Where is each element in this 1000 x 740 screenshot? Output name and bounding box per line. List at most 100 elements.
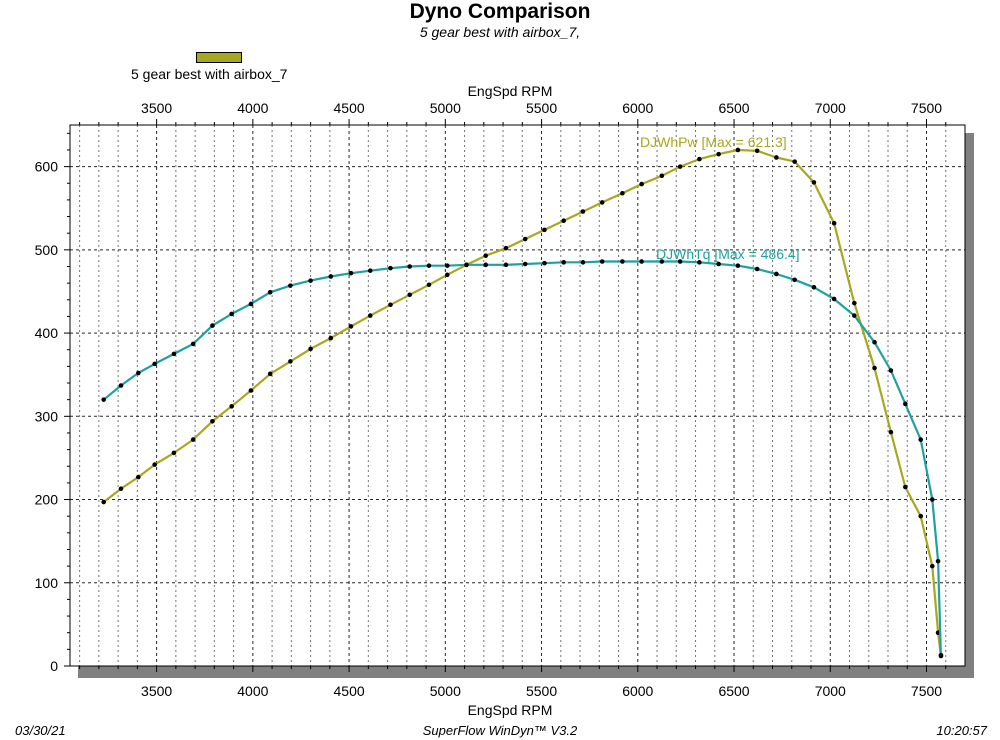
data-point-djwhpw [367, 313, 373, 318]
data-point-djwhtq [811, 285, 817, 290]
data-point-djwhtq [677, 259, 683, 264]
grid-lines [70, 125, 965, 666]
data-point-djwhpw [903, 484, 908, 490]
data-point-djwhpw [101, 499, 106, 505]
data-point-djwhpw [580, 209, 586, 214]
data-point-djwhpw [136, 474, 141, 480]
data-point-djwhpw [792, 159, 797, 164]
data-point-djwhtq [697, 260, 702, 265]
data-point-djwhpw [248, 388, 254, 393]
data-point-djwhtq [288, 283, 293, 288]
data-point-djwhpw [444, 272, 450, 278]
data-point-djwhpw [754, 148, 760, 154]
data-point-djwhtq [903, 401, 908, 407]
data-point-djwhpw [888, 429, 894, 435]
data-point-djwhtq [735, 263, 741, 268]
x-axis-bottom-label: EngSpd RPM [468, 702, 553, 718]
footer-software: SuperFlow WinDyn™ V3.2 [422, 723, 578, 738]
x-axis-top-label: EngSpd RPM [468, 83, 553, 99]
data-point-djwhpw [388, 302, 393, 308]
data-point-djwhtq [888, 368, 894, 373]
data-point-djwhpw [697, 156, 702, 162]
series-group [101, 147, 944, 659]
data-point-djwhtq [852, 313, 857, 318]
data-point-djwhtq [210, 323, 215, 328]
data-point-djwhpw [929, 563, 935, 569]
x-tick-label-bottom: 7000 [815, 683, 846, 699]
data-point-djwhpw [735, 147, 741, 153]
data-point-djwhpw [918, 513, 924, 519]
data-point-djwhpw [811, 180, 817, 185]
data-point-djwhpw [118, 486, 124, 492]
data-point-djwhpw [348, 324, 354, 329]
x-tick-label-bottom: 6000 [622, 683, 653, 699]
axis-ticks: 3500350040004000450045005000500055005500… [35, 100, 947, 699]
y-tick-label: 500 [35, 242, 59, 258]
annotations-group: DJWhPw [Max = 621.3] DJWhTq [Max = 486.4] [640, 134, 800, 262]
data-point-djwhpw [288, 359, 293, 364]
data-point-djwhpw [407, 292, 413, 298]
data-point-djwhtq [229, 311, 234, 317]
data-point-djwhtq [267, 289, 273, 295]
data-point-djwhtq [367, 268, 373, 273]
data-point-djwhtq [774, 271, 779, 277]
data-point-djwhtq [542, 260, 547, 266]
data-point-djwhtq [503, 262, 509, 268]
data-point-djwhpw [659, 173, 665, 179]
data-point-djwhpw [872, 365, 877, 371]
data-point-djwhpw [229, 404, 234, 409]
data-point-djwhpw [677, 164, 683, 169]
x-tick-label-bottom: 3500 [141, 683, 172, 699]
data-point-djwhpw [599, 200, 605, 205]
footer-time: 10:20:57 [936, 723, 987, 738]
x-tick-label-top: 6000 [622, 100, 653, 116]
x-tick-label-top: 4500 [334, 100, 365, 116]
y-tick-label: 100 [35, 575, 59, 591]
data-point-djwhpw [190, 437, 196, 442]
legend-label: 5 gear best with airbox_7 [131, 66, 288, 82]
x-tick-label-top: 7000 [815, 100, 846, 116]
data-point-djwhpw [267, 371, 273, 377]
data-point-djwhtq [444, 263, 450, 268]
data-point-djwhtq [754, 266, 760, 272]
data-point-djwhpw [483, 253, 489, 258]
data-point-djwhpw [522, 236, 528, 242]
series-annotation-djwhpw: DJWhPw [Max = 621.3] [640, 134, 787, 150]
data-point-djwhpw [171, 450, 177, 456]
data-point-djwhtq [935, 558, 941, 564]
footer-date: 03/30/21 [15, 723, 66, 738]
data-point-djwhtq [248, 301, 254, 307]
data-point-djwhtq [522, 261, 528, 267]
y-tick-label: 600 [35, 159, 59, 175]
y-tick-label: 0 [50, 658, 58, 674]
x-tick-label-bottom: 5000 [430, 683, 461, 699]
data-point-djwhtq [872, 339, 877, 345]
data-point-djwhtq [620, 259, 625, 264]
chart-title: Dyno Comparison [409, 0, 591, 23]
data-point-djwhpw [852, 300, 857, 306]
data-point-djwhtq [938, 652, 944, 658]
data-point-djwhtq [348, 270, 354, 276]
data-point-djwhtq [118, 383, 124, 388]
data-point-djwhpw [620, 190, 625, 196]
data-point-djwhtq [308, 278, 313, 283]
x-tick-label-top: 5500 [526, 100, 557, 116]
x-tick-label-bottom: 7500 [911, 683, 942, 699]
data-point-djwhtq [716, 261, 721, 267]
data-point-djwhpw [328, 335, 334, 341]
legend-swatch [196, 52, 242, 63]
plot-area [69, 124, 966, 667]
data-point-djwhtq [190, 341, 196, 347]
data-point-djwhpw [716, 151, 721, 157]
x-tick-label-top: 3500 [141, 100, 172, 116]
y-tick-label: 200 [35, 492, 59, 508]
data-point-djwhpw [426, 282, 432, 288]
data-point-djwhtq [388, 265, 393, 271]
data-point-djwhtq [483, 262, 489, 268]
x-tick-label-top: 6500 [718, 100, 749, 116]
data-point-djwhpw [831, 220, 837, 226]
data-point-djwhpw [308, 346, 313, 352]
x-tick-label-bottom: 4000 [237, 683, 268, 699]
data-point-djwhtq [599, 259, 605, 264]
